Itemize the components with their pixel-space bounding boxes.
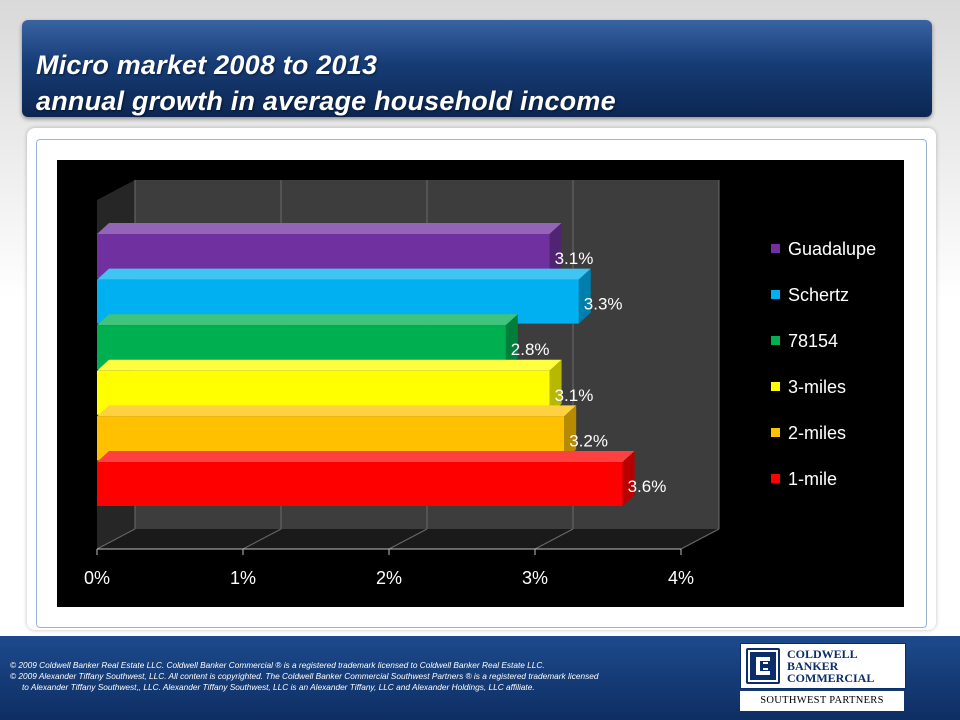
bar-end-face xyxy=(622,451,635,506)
logo-line-2: BANKER xyxy=(787,659,839,673)
legend-item-guadalupe: Guadalupe xyxy=(771,239,876,259)
bar-top-face xyxy=(97,268,591,280)
data-label: 3.3% xyxy=(584,295,623,314)
legend-swatch xyxy=(771,336,780,345)
data-label: 3.6% xyxy=(628,477,667,496)
legend-item-78154: 78154 xyxy=(771,331,838,351)
data-label: 3.2% xyxy=(569,431,608,450)
legend-swatch xyxy=(771,290,780,299)
legend-label: 78154 xyxy=(788,331,838,351)
logo-wordmark: COLDWELL BANKER COMMERCIAL xyxy=(787,648,874,684)
legend-item-3-miles: 3-miles xyxy=(771,377,846,397)
legend-item-2-miles: 2-miles xyxy=(771,423,846,443)
bar-top-face xyxy=(97,223,562,234)
copyright-notice: © 2009 Coldwell Banker Real Estate LLC. … xyxy=(10,660,730,693)
bar-top-face xyxy=(97,405,577,417)
x-tick-label: 4% xyxy=(668,568,694,588)
slide-title-line-2: annual growth in average household incom… xyxy=(36,86,616,116)
x-tick-label: 0% xyxy=(84,568,110,588)
company-logo: COLDWELL BANKER COMMERCIAL xyxy=(740,643,906,689)
bar-end-face xyxy=(564,405,577,461)
gridline xyxy=(242,528,282,550)
slide-title-line-1: Micro market 2008 to 2013 xyxy=(36,50,378,80)
data-label: 3.1% xyxy=(555,386,594,405)
bar-top-face xyxy=(97,359,562,371)
copyright-line-3: to Alexander Tiffany Southwest,, LLC. Al… xyxy=(22,682,535,692)
legend-label: 2-miles xyxy=(788,423,846,443)
gridline xyxy=(388,528,428,550)
bar-end-face xyxy=(505,314,518,370)
bar-top-face xyxy=(97,314,518,326)
cb-logo-icon xyxy=(746,648,780,684)
x-tick-label: 3% xyxy=(522,568,548,588)
bar-end-face xyxy=(549,223,562,278)
legend-label: Schertz xyxy=(788,285,849,305)
legend-label: 1-mile xyxy=(788,469,837,489)
data-label: 2.8% xyxy=(511,340,550,359)
legend-item-schertz: Schertz xyxy=(771,285,849,305)
chart-area: 0% 1% 2% 3% 4% 3.1% 3.3% 2.8% 3.1% 3.2% 3.6% Guadal… xyxy=(57,160,904,607)
bar-end-face xyxy=(578,268,591,324)
copyright-line-1: © 2009 Coldwell Banker Real Estate LLC. … xyxy=(10,660,545,670)
legend-item-1-mile: 1-mile xyxy=(771,469,837,489)
legend-label: Guadalupe xyxy=(788,239,876,259)
bar-front-face xyxy=(97,462,623,506)
bar-end-face xyxy=(549,359,562,415)
logo-subtitle: SOUTHWEST PARTNERS xyxy=(740,691,904,711)
logo-line-3: COMMERCIAL xyxy=(787,671,875,685)
x-tick-label: 1% xyxy=(230,568,256,588)
data-label: 3.1% xyxy=(555,249,594,268)
bar-chart: 0% 1% 2% 3% 4% 3.1% 3.3% 2.8% 3.1% 3.2% 3.6% Guadal… xyxy=(84,180,876,588)
gridline xyxy=(534,528,574,550)
bar-top-face xyxy=(97,451,635,462)
legend-swatch xyxy=(771,428,780,437)
legend-swatch xyxy=(771,244,780,253)
gridline xyxy=(680,528,720,550)
logo-line-1: COLDWELL xyxy=(787,647,858,661)
legend-label: 3-miles xyxy=(788,377,846,397)
bar-1-mile xyxy=(97,451,635,506)
copyright-line-2: © 2009 Alexander Tiffany Southwest, LLC.… xyxy=(10,671,599,681)
x-tick-label: 2% xyxy=(376,568,402,588)
gridline xyxy=(96,528,136,550)
title-banner: Micro market 2008 to 2013 annual growth … xyxy=(22,20,932,117)
legend-swatch xyxy=(771,382,780,391)
legend-swatch xyxy=(771,474,780,483)
